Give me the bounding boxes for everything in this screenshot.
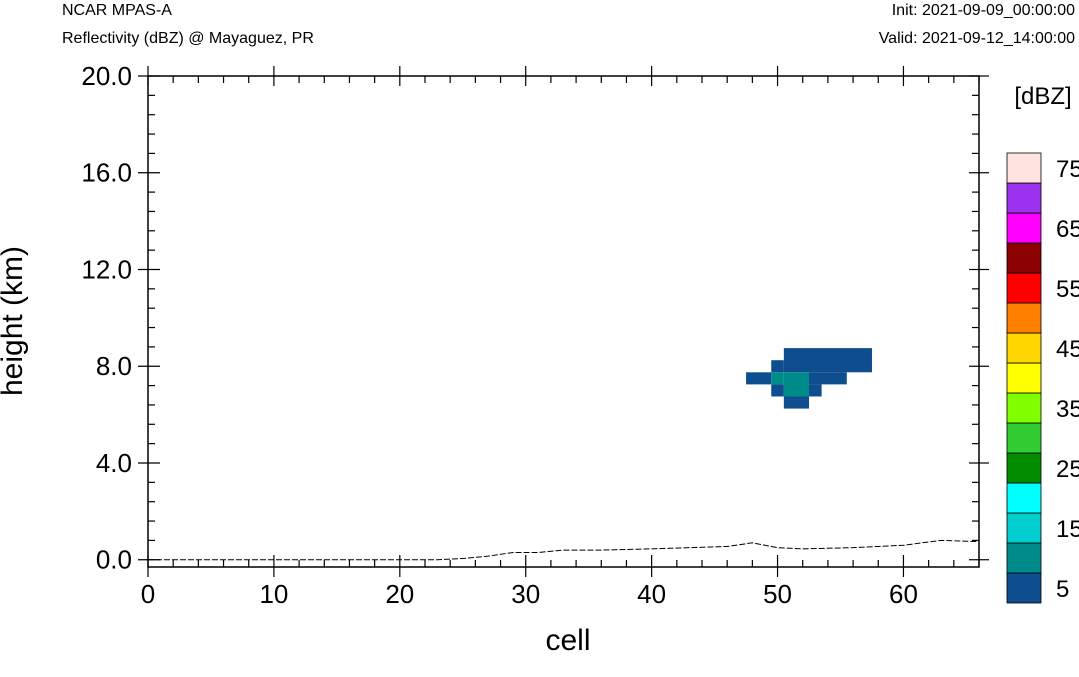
colorbar-swatch: [1006, 542, 1042, 574]
colorbar-label: 35: [1056, 396, 1079, 423]
reflectivity-cell: [783, 372, 810, 397]
init-time: Init: 2021-09-09_00:00:00: [891, 2, 1075, 19]
x-tick-label: 0: [141, 579, 155, 609]
colorbar-swatch: [1006, 422, 1042, 454]
y-tick-label: 4.0: [96, 448, 132, 478]
reflectivity-cell: [783, 348, 872, 373]
axis-ticks: [138, 66, 989, 577]
colorbar-swatch: [1006, 482, 1042, 514]
colorbar-label: 55: [1056, 276, 1079, 303]
colorbar-label: 65: [1056, 216, 1079, 243]
x-tick-labels: 0 10 20 30 40 50 60: [141, 579, 918, 609]
reflectivity-cell: [809, 372, 847, 385]
reflectivity-cell: [771, 372, 784, 385]
x-tick-label: 20: [385, 579, 414, 609]
colorbar: 5 15 25 35 45 55 65 75: [1006, 152, 1079, 604]
terrain: [148, 539, 980, 561]
colorbar-swatch: [1006, 362, 1042, 394]
colorbar-swatch: [1006, 212, 1042, 244]
colorbar-swatch: [1006, 152, 1042, 184]
reflectivity-cell: [771, 384, 784, 397]
y-tick-label: 16.0: [81, 158, 132, 188]
field-subtitle: Reflectivity (dBZ) @ Mayaguez, PR: [62, 30, 314, 47]
colorbar-label: 15: [1056, 516, 1079, 543]
reflectivity-cell: [746, 372, 772, 385]
y-tick-label: 0.0: [96, 545, 132, 575]
y-tick-labels: 0.0 4.0 8.0 12.0 16.0 20.0: [81, 61, 132, 575]
reflectivity-cell: [783, 396, 810, 409]
model-title: NCAR MPAS-A: [62, 2, 172, 19]
colorbar-swatch: [1006, 272, 1042, 304]
colorbar-swatch: [1006, 392, 1042, 424]
x-tick-label: 40: [637, 579, 666, 609]
x-tick-label: 60: [889, 579, 918, 609]
colorbar-label: 5: [1056, 576, 1069, 603]
x-tick-label: 10: [259, 579, 288, 609]
colorbar-label: 75: [1056, 156, 1079, 183]
y-tick-label: 8.0: [96, 351, 132, 381]
colorbar-label: 45: [1056, 336, 1079, 363]
colorbar-swatch: [1006, 572, 1042, 604]
colorbar-swatch: [1006, 302, 1042, 334]
x-tick-label: 50: [763, 579, 792, 609]
x-axis-label: cell: [545, 624, 590, 657]
colorbar-swatch: [1006, 242, 1042, 274]
colorbar-unit: [dBZ]: [1014, 83, 1071, 110]
colorbar-swatch: [1006, 182, 1042, 214]
y-tick-label: 12.0: [81, 254, 132, 284]
colorbar-label: 25: [1056, 456, 1079, 483]
y-axis-label: height (km): [0, 246, 29, 396]
colorbar-swatch: [1006, 512, 1042, 544]
terrain-line: [148, 539, 980, 561]
y-tick-label: 20.0: [81, 61, 132, 91]
colorbar-swatch: [1006, 452, 1042, 484]
x-tick-label: 30: [511, 579, 540, 609]
valid-time: Valid: 2021-09-12_14:00:00: [878, 30, 1075, 47]
reflectivity-cell: [809, 384, 822, 397]
colorbar-swatch: [1006, 332, 1042, 364]
reflectivity-cells: [746, 348, 872, 409]
reflectivity-cell: [771, 360, 784, 373]
plot-frame: [147, 75, 980, 568]
